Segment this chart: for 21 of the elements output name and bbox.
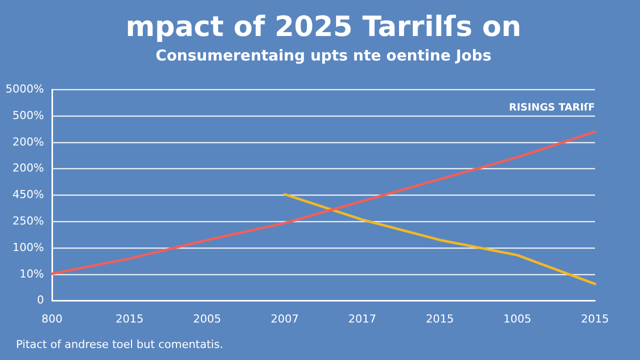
x-tick-label: 2017 xyxy=(348,312,376,326)
text: 450% xyxy=(12,188,44,202)
x-tick-label: 2007 xyxy=(270,312,299,326)
chart-subtitle: Consumerentaing upts nte oentine Jobs xyxy=(156,46,492,64)
text: 200% xyxy=(12,162,44,175)
x-tick-label: 2015 xyxy=(426,312,454,326)
text: Pitact of andrese toel but comentatis. xyxy=(16,338,224,351)
text: 100% xyxy=(12,240,44,254)
text: 0 xyxy=(37,294,44,307)
text: 10% xyxy=(20,267,44,280)
text: 200% xyxy=(12,135,44,148)
text: 250% xyxy=(12,214,44,228)
x-tick-label: 2005 xyxy=(193,312,222,326)
chart-title: mpact of 2025 Tarrilſs on xyxy=(126,10,522,44)
x-tick-label: 2015 xyxy=(116,312,144,326)
text: 500% xyxy=(12,108,44,122)
text: 5000% xyxy=(6,82,44,96)
x-tick-label: 2015 xyxy=(581,312,609,326)
series-label: RISINGS TARIſF xyxy=(509,102,595,114)
x-tick-label: 800 xyxy=(42,312,62,326)
x-tick-label: 1005 xyxy=(503,312,532,326)
